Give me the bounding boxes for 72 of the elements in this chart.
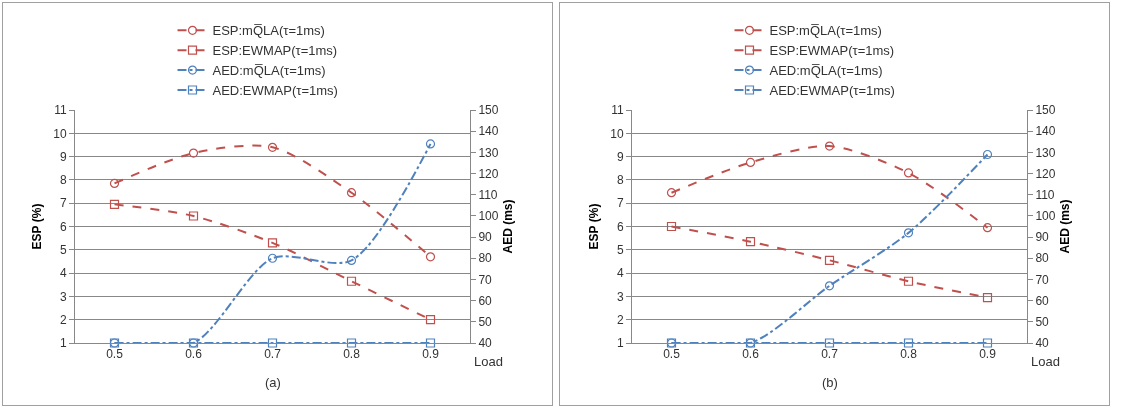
y-tick-label: 5 <box>59 243 67 257</box>
y2-axis-title: AED (ms) <box>1057 199 1072 254</box>
y2-tick-label: 120 <box>1035 166 1056 181</box>
y-tick-label: 8 <box>59 173 67 188</box>
y2-tick-label: 130 <box>1035 145 1056 160</box>
y2-tick-label: 150 <box>1035 103 1056 118</box>
y-tick-label: 8 <box>616 173 624 188</box>
y2-tick-label: 140 <box>1035 124 1056 139</box>
y-tick-label: 11 <box>611 103 624 118</box>
x-tick-label: 0.6 <box>742 347 760 362</box>
y-tick-label: 3 <box>59 289 67 304</box>
y-tick-label: 4 <box>59 266 67 281</box>
y2-axis-title: AED (ms) <box>500 199 515 254</box>
x-tick-label: 0.6 <box>185 347 203 362</box>
y2-tick-label: 70 <box>1035 272 1050 287</box>
y2-tick-label: 120 <box>478 166 499 181</box>
y2-tick-label: 40 <box>1035 336 1050 351</box>
y-tick-label: 5 <box>616 243 624 257</box>
y2-tick-label: 150 <box>478 103 499 118</box>
y2-tick-label: 60 <box>478 293 493 308</box>
legend-label: ESP:mQ̅LA(τ=1ms) <box>212 23 325 39</box>
legend-label: ESP:EWMAP(τ=1ms) <box>769 43 895 59</box>
y-tick-label: 3 <box>616 289 624 304</box>
y2-tick-label: 90 <box>1035 230 1050 245</box>
x-axis-title: Load <box>1031 354 1060 369</box>
legend-label: ESP:EWMAP(τ=1ms) <box>212 43 338 59</box>
y2-tick-label: 50 <box>478 315 493 330</box>
y2-tick-label: 80 <box>478 251 493 266</box>
y-tick-label: 6 <box>59 219 67 234</box>
y-tick-label: 7 <box>616 196 624 211</box>
y-tick-label: 2 <box>616 312 624 327</box>
y-tick-label: 2 <box>59 312 67 327</box>
y2-tick-label: 80 <box>1035 251 1050 266</box>
legend-label: AED:mQ̅LA(τ=1ms) <box>769 63 883 79</box>
legend-label: AED:EWMAP(τ=1ms) <box>212 83 338 99</box>
text: (a) <box>265 375 281 390</box>
legend-label: ESP:mQ̅LA(τ=1ms) <box>769 23 882 39</box>
x-tick-label: 0.5 <box>106 347 124 362</box>
y2-tick-label: 100 <box>478 209 499 224</box>
y-tick-label: 1 <box>59 336 67 351</box>
y2-tick-label: 90 <box>478 230 493 245</box>
text: (b) <box>822 375 838 390</box>
y-axis-title: ESP (%) <box>587 203 601 250</box>
y2-tick-label: 70 <box>478 272 493 287</box>
x-tick-label: 0.9 <box>422 347 440 362</box>
legend-label: AED:mQ̅LA(τ=1ms) <box>212 63 326 79</box>
x-tick-label: 0.8 <box>343 347 361 362</box>
y2-tick-label: 60 <box>1035 293 1050 308</box>
y2-tick-label: 40 <box>478 336 493 351</box>
legend-label: AED:EWMAP(τ=1ms) <box>769 83 895 99</box>
y2-tick-label: 130 <box>478 145 499 160</box>
y-tick-label: 1 <box>616 336 624 351</box>
x-tick-label: 0.9 <box>979 347 997 362</box>
y-tick-label: 11 <box>54 103 67 118</box>
x-tick-label: 0.7 <box>264 347 282 362</box>
y2-tick-label: 140 <box>478 124 499 139</box>
y2-tick-label: 110 <box>1035 187 1055 202</box>
y2-tick-label: 50 <box>1035 315 1050 330</box>
y2-tick-label: 100 <box>1035 209 1056 224</box>
y-tick-label: 10 <box>53 126 67 141</box>
y-tick-label: 10 <box>610 126 624 141</box>
x-tick-label: 0.7 <box>821 347 839 362</box>
y-tick-label: 4 <box>616 266 624 281</box>
x-tick-label: 0.5 <box>663 347 681 362</box>
y-tick-label: 6 <box>616 219 624 234</box>
x-axis-title: Load <box>474 354 503 369</box>
y-tick-label: 9 <box>59 149 67 164</box>
y-tick-label: 9 <box>616 149 624 164</box>
y-axis-title: ESP (%) <box>30 203 44 250</box>
y-tick-label: 7 <box>59 196 67 211</box>
y2-tick-label: 110 <box>478 187 498 202</box>
x-tick-label: 0.8 <box>900 347 918 362</box>
